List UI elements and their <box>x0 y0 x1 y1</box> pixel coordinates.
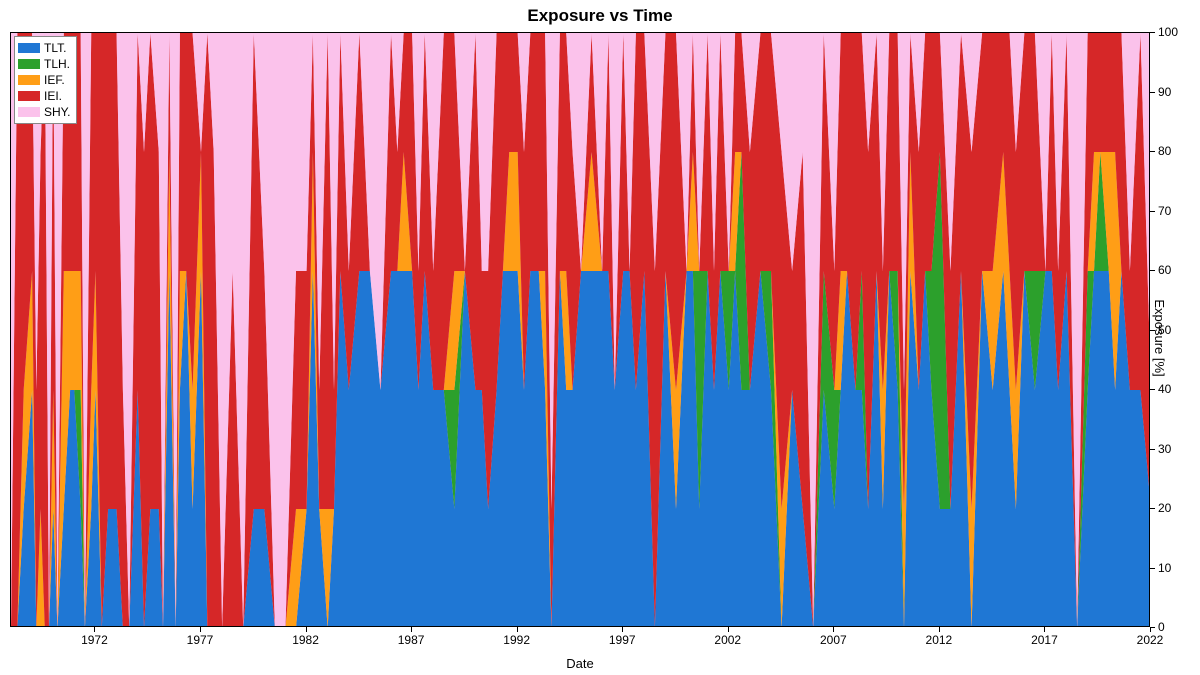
ytick-label: 90 <box>1158 85 1171 99</box>
xtick-label: 2012 <box>926 633 953 647</box>
xtick-mark <box>833 627 834 632</box>
xtick-label: 2017 <box>1031 633 1058 647</box>
xtick-mark <box>306 627 307 632</box>
xtick-label: 1987 <box>398 633 425 647</box>
ytick-label: 50 <box>1158 323 1171 337</box>
ytick-mark <box>1150 627 1155 628</box>
ytick-label: 80 <box>1158 144 1171 158</box>
legend-item-TLH: TLH. <box>18 56 70 72</box>
x-axis-label: Date <box>0 656 1160 671</box>
ytick-mark <box>1150 151 1155 152</box>
legend-label-SHY: SHY. <box>44 104 70 120</box>
xtick-label: 2002 <box>714 633 741 647</box>
legend-item-IEI: IEI. <box>18 88 70 104</box>
ytick-mark <box>1150 389 1155 390</box>
xtick-mark <box>94 627 95 632</box>
ytick-mark <box>1150 508 1155 509</box>
xtick-label: 1992 <box>503 633 530 647</box>
exposure-vs-time-chart: Exposure vs Time Date Exposure [%] TLT.T… <box>0 0 1200 675</box>
stacked-area-svg <box>11 33 1150 627</box>
ytick-label: 70 <box>1158 204 1171 218</box>
legend-item-TLT: TLT. <box>18 40 70 56</box>
xtick-mark <box>728 627 729 632</box>
legend-swatch-IEI <box>18 91 40 101</box>
ytick-label: 60 <box>1158 263 1171 277</box>
xtick-mark <box>200 627 201 632</box>
legend-label-IEF: IEF. <box>44 72 65 88</box>
xtick-mark <box>939 627 940 632</box>
xtick-label: 1977 <box>187 633 214 647</box>
ytick-mark <box>1150 211 1155 212</box>
legend-item-SHY: SHY. <box>18 104 70 120</box>
ytick-label: 100 <box>1158 25 1178 39</box>
ytick-label: 30 <box>1158 442 1171 456</box>
ytick-label: 40 <box>1158 382 1171 396</box>
ytick-mark <box>1150 92 1155 93</box>
ytick-label: 20 <box>1158 501 1171 515</box>
legend-swatch-TLH <box>18 59 40 69</box>
ytick-label: 10 <box>1158 561 1171 575</box>
xtick-mark <box>622 627 623 632</box>
ytick-mark <box>1150 330 1155 331</box>
xtick-mark <box>1044 627 1045 632</box>
ytick-mark <box>1150 270 1155 271</box>
xtick-label: 2022 <box>1137 633 1164 647</box>
xtick-label: 2007 <box>820 633 847 647</box>
legend-label-TLH: TLH. <box>44 56 70 72</box>
legend-swatch-SHY <box>18 107 40 117</box>
y-axis-label: Exposure [%] <box>1152 299 1167 376</box>
xtick-label: 1997 <box>609 633 636 647</box>
ytick-mark <box>1150 449 1155 450</box>
legend-item-IEF: IEF. <box>18 72 70 88</box>
xtick-label: 1982 <box>292 633 319 647</box>
ytick-mark <box>1150 568 1155 569</box>
legend-label-TLT: TLT. <box>44 40 66 56</box>
legend-label-IEI: IEI. <box>44 88 62 104</box>
xtick-mark <box>411 627 412 632</box>
xtick-mark <box>517 627 518 632</box>
legend-swatch-IEF <box>18 75 40 85</box>
ytick-label: 0 <box>1158 620 1165 634</box>
xtick-label: 1972 <box>81 633 108 647</box>
chart-title: Exposure vs Time <box>0 6 1200 26</box>
ytick-mark <box>1150 32 1155 33</box>
legend: TLT.TLH.IEF.IEI.SHY. <box>14 36 77 124</box>
plot-area: TLT.TLH.IEF.IEI.SHY. <box>10 32 1150 627</box>
legend-swatch-TLT <box>18 43 40 53</box>
